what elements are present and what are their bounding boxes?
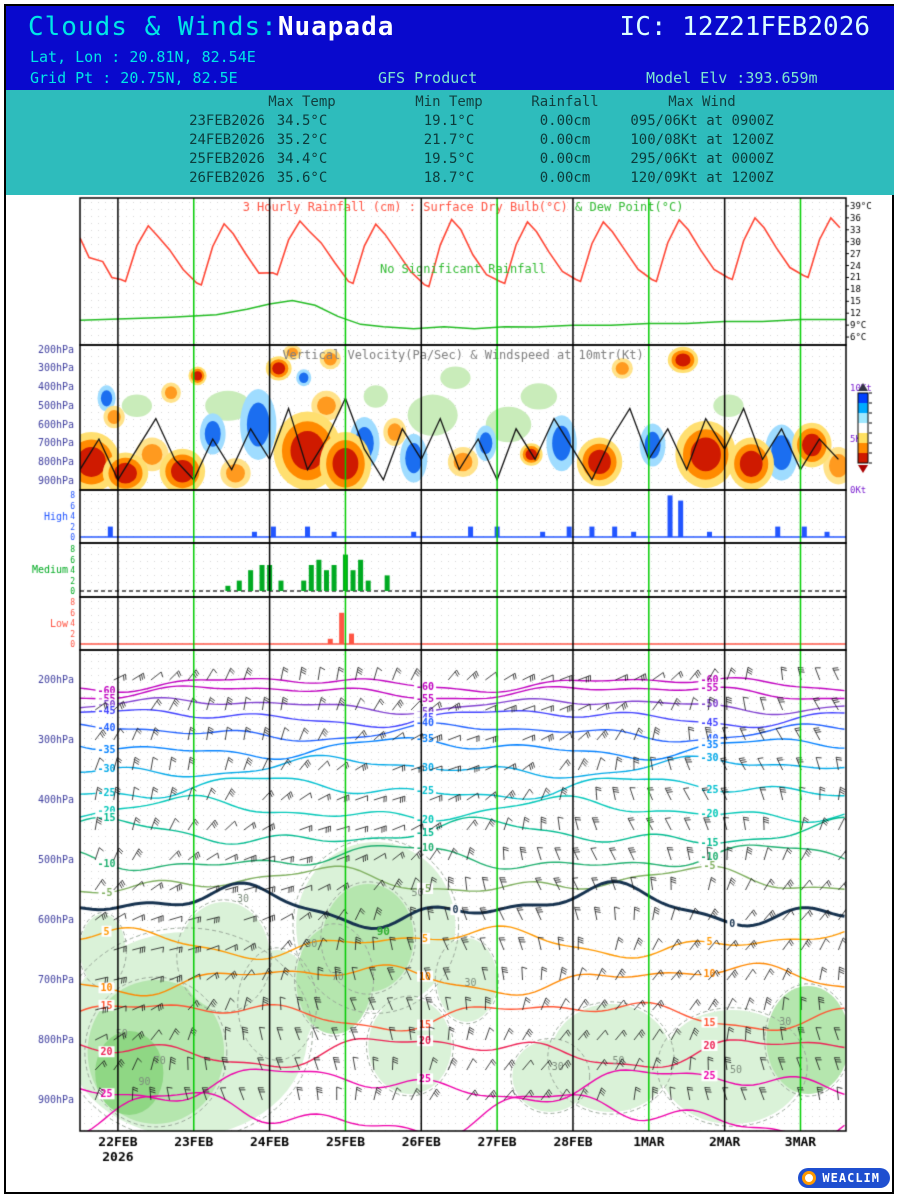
page-title: Clouds & Winds:Nuapada — [28, 12, 394, 42]
table-cell: Min Temp — [415, 94, 483, 110]
init-condition-label: IC: 12Z21FEB2026 — [619, 12, 870, 42]
model-elevation-label: Model Elv :393.659m — [646, 69, 818, 87]
table-row: 24FEB2026 35.2°C 21.7°C 0.00cm 100/08Kt at 1… — [6, 131, 894, 150]
table-cell: 21.7°C — [423, 132, 475, 148]
station-name: Nuapada — [277, 12, 395, 42]
table-cell: 35.2°C — [276, 132, 328, 148]
product-label: GFS Product — [378, 69, 478, 87]
table-cell: 120/09Kt at 1200Z — [630, 170, 774, 186]
table-cell: 34.5°C — [276, 113, 328, 129]
table-cell: 25FEB2026 — [189, 151, 265, 167]
table-cell: 0.00cm — [539, 132, 591, 148]
table-cell: 0.00cm — [539, 113, 591, 129]
logo-icon — [802, 1171, 817, 1185]
table-header-row: Max Temp Min Temp Rainfall Max Wind — [6, 93, 894, 112]
table-cell: 0.00cm — [539, 151, 591, 167]
table-cell: 26FEB2026 — [189, 170, 265, 186]
table-cell: 0.00cm — [539, 170, 591, 186]
table-cell: 35.6°C — [276, 170, 328, 186]
table-cell: 19.1°C — [423, 113, 475, 129]
table-cell: Rainfall — [531, 94, 599, 110]
table-cell: 23FEB2026 — [189, 113, 265, 129]
forecast-table: Max Temp Min Temp Rainfall Max Wind 23FEB202… — [6, 90, 894, 195]
table-cell: 18.7°C — [423, 170, 475, 186]
table-cell: Max Wind — [668, 94, 736, 110]
title-prefix: Clouds & Winds: — [28, 12, 278, 42]
table-cell: 095/06Kt at 0900Z — [630, 113, 774, 129]
table-cell: Max Temp — [268, 94, 336, 110]
table-row: 26FEB2026 35.6°C 18.7°C 0.00cm 120/09Kt at 1… — [6, 169, 894, 188]
table-cell: 295/06Kt at 0000Z — [630, 151, 774, 167]
meteogram-canvas — [6, 195, 894, 1180]
logo-text: WEACLIM — [822, 1171, 880, 1185]
table-cell: 19.5°C — [423, 151, 475, 167]
weaclim-logo: WEACLIM — [798, 1168, 890, 1188]
table-row: 23FEB2026 34.5°C 19.1°C 0.00cm 095/06Kt at 0… — [6, 112, 894, 131]
latlon-label: Lat, Lon : 20.81N, 82.54E — [30, 48, 256, 66]
table-cell: 24FEB2026 — [189, 132, 265, 148]
table-cell: 100/08Kt at 1200Z — [630, 132, 774, 148]
table-cell: 34.4°C — [276, 151, 328, 167]
gridpoint-label: Grid Pt : 20.75N, 82.5E — [30, 69, 238, 87]
header: Clouds & Winds:Nuapada IC: 12Z21FEB2026 … — [6, 6, 894, 90]
table-row: 25FEB2026 34.4°C 19.5°C 0.00cm 295/06Kt at 0… — [6, 150, 894, 169]
